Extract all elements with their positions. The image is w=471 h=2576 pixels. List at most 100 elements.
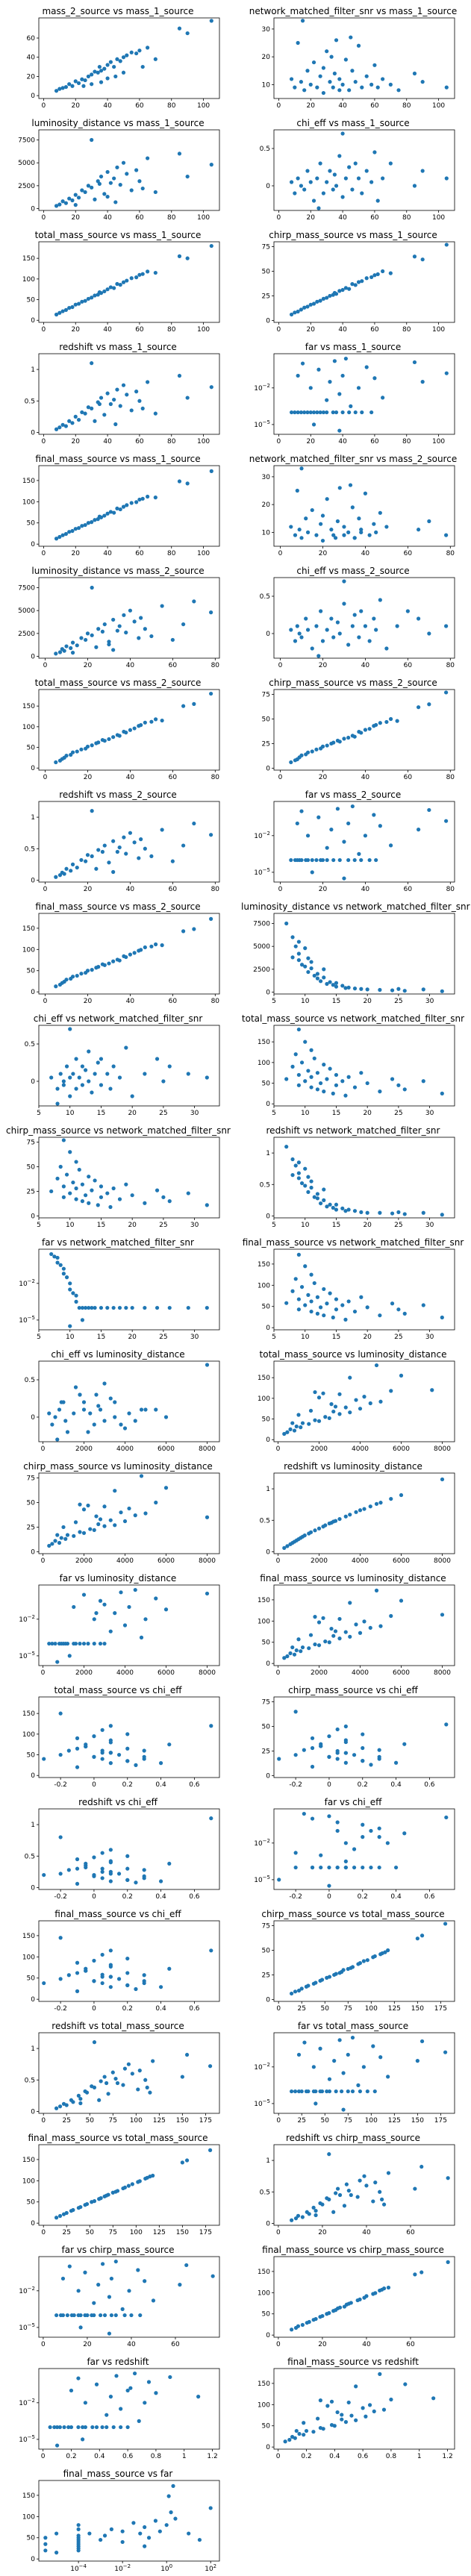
tick-label: 150 — [22, 255, 35, 263]
data-point — [327, 1640, 331, 1645]
data-point — [315, 972, 320, 976]
data-point — [121, 2083, 125, 2087]
tick-label: 175 — [434, 2117, 447, 2125]
data-point — [314, 747, 319, 751]
data-point — [308, 410, 313, 415]
data-point — [443, 2050, 448, 2054]
data-point — [209, 19, 213, 23]
data-point — [108, 60, 113, 64]
data-point — [340, 1079, 345, 1084]
data-point — [300, 1421, 305, 1425]
data-point — [63, 531, 69, 537]
data-point — [316, 1395, 322, 1400]
data-point — [125, 172, 129, 176]
data-point — [90, 2425, 95, 2430]
data-point — [84, 1744, 88, 1749]
data-point — [102, 413, 107, 417]
data-point — [119, 1510, 123, 1515]
data-point — [65, 1430, 70, 1434]
data-point — [113, 1611, 117, 1616]
data-point — [315, 299, 319, 304]
tick-label: 4000 — [352, 1669, 369, 1677]
data-point — [108, 1848, 113, 1852]
data-point — [358, 1508, 363, 1513]
data-point — [365, 1305, 369, 1310]
data-point — [81, 1400, 87, 1404]
data-point — [105, 1072, 110, 1076]
data-point — [111, 2425, 116, 2430]
data-point — [367, 2403, 372, 2407]
tick-label: 150 — [22, 703, 35, 710]
data-point — [57, 1540, 62, 1545]
tick-label: 0.2 — [358, 1781, 368, 1789]
data-point — [430, 1388, 434, 1392]
data-point — [72, 1411, 76, 1416]
data-point — [360, 85, 364, 90]
tick-label: 0 — [31, 765, 35, 772]
data-point — [184, 2052, 190, 2057]
data-point — [80, 1318, 85, 1322]
data-point — [311, 2065, 316, 2069]
data-point — [294, 2428, 299, 2433]
scatter-panel: total_mass_source vs chi_eff -0.2 0 0.2 0.4 0… — [6, 1681, 230, 1792]
data-point — [107, 860, 111, 865]
data-point — [64, 2103, 69, 2107]
data-point — [331, 1315, 335, 1320]
data-point — [328, 293, 332, 298]
tick-label: 4000 — [116, 1557, 134, 1565]
data-point — [54, 760, 58, 765]
tick-label: 2500 — [18, 631, 35, 638]
tick-label: 8000 — [199, 1669, 216, 1677]
data-point — [209, 243, 213, 248]
data-point — [372, 273, 377, 278]
data-point — [105, 2413, 109, 2417]
data-point — [296, 1252, 301, 1257]
data-point — [83, 1068, 88, 1072]
scatter-panel: total_mass_source vs network_matched_fil… — [241, 1009, 465, 1121]
data-point — [290, 1645, 295, 1650]
data-point — [325, 1301, 329, 1306]
tick-label: 15 — [97, 1110, 105, 1117]
data-point — [297, 528, 302, 532]
data-point — [320, 744, 325, 748]
data-point — [90, 82, 94, 87]
data-point — [57, 87, 62, 91]
data-point — [315, 1192, 320, 1196]
tick-label: 0 — [266, 765, 270, 772]
tick-label: 0 — [276, 2005, 281, 2013]
data-point — [64, 866, 69, 871]
data-point — [105, 2425, 109, 2430]
data-point — [186, 1305, 190, 1310]
tick-label: 75 — [27, 1139, 35, 1147]
data-point — [140, 496, 145, 501]
data-point — [302, 88, 307, 93]
data-point — [74, 1299, 78, 1304]
data-point — [421, 987, 425, 992]
tick-label: 0.6 — [424, 1893, 435, 1901]
tick-label: 0 — [42, 102, 46, 110]
tick-label: 100 — [197, 326, 210, 334]
data-point — [122, 2066, 128, 2071]
data-point — [352, 857, 357, 863]
data-point — [343, 1630, 348, 1634]
tick-label: 5 — [272, 1110, 276, 1117]
data-point — [54, 204, 59, 208]
data-point — [53, 1539, 57, 1543]
data-point — [296, 2089, 302, 2094]
data-point — [318, 1081, 323, 1086]
tick-label: 0 — [266, 1660, 270, 1668]
data-point — [113, 200, 118, 204]
data-point — [302, 1748, 306, 1752]
axes-frame — [273, 1584, 455, 1666]
data-point — [100, 1866, 105, 1871]
data-point — [374, 1501, 379, 1506]
tick-label: 0 — [41, 2117, 46, 2125]
data-point — [315, 1295, 320, 1299]
data-point — [444, 243, 449, 247]
data-point — [153, 717, 158, 722]
data-point — [108, 1948, 113, 1953]
data-point — [294, 1648, 299, 1653]
data-point — [340, 984, 345, 988]
